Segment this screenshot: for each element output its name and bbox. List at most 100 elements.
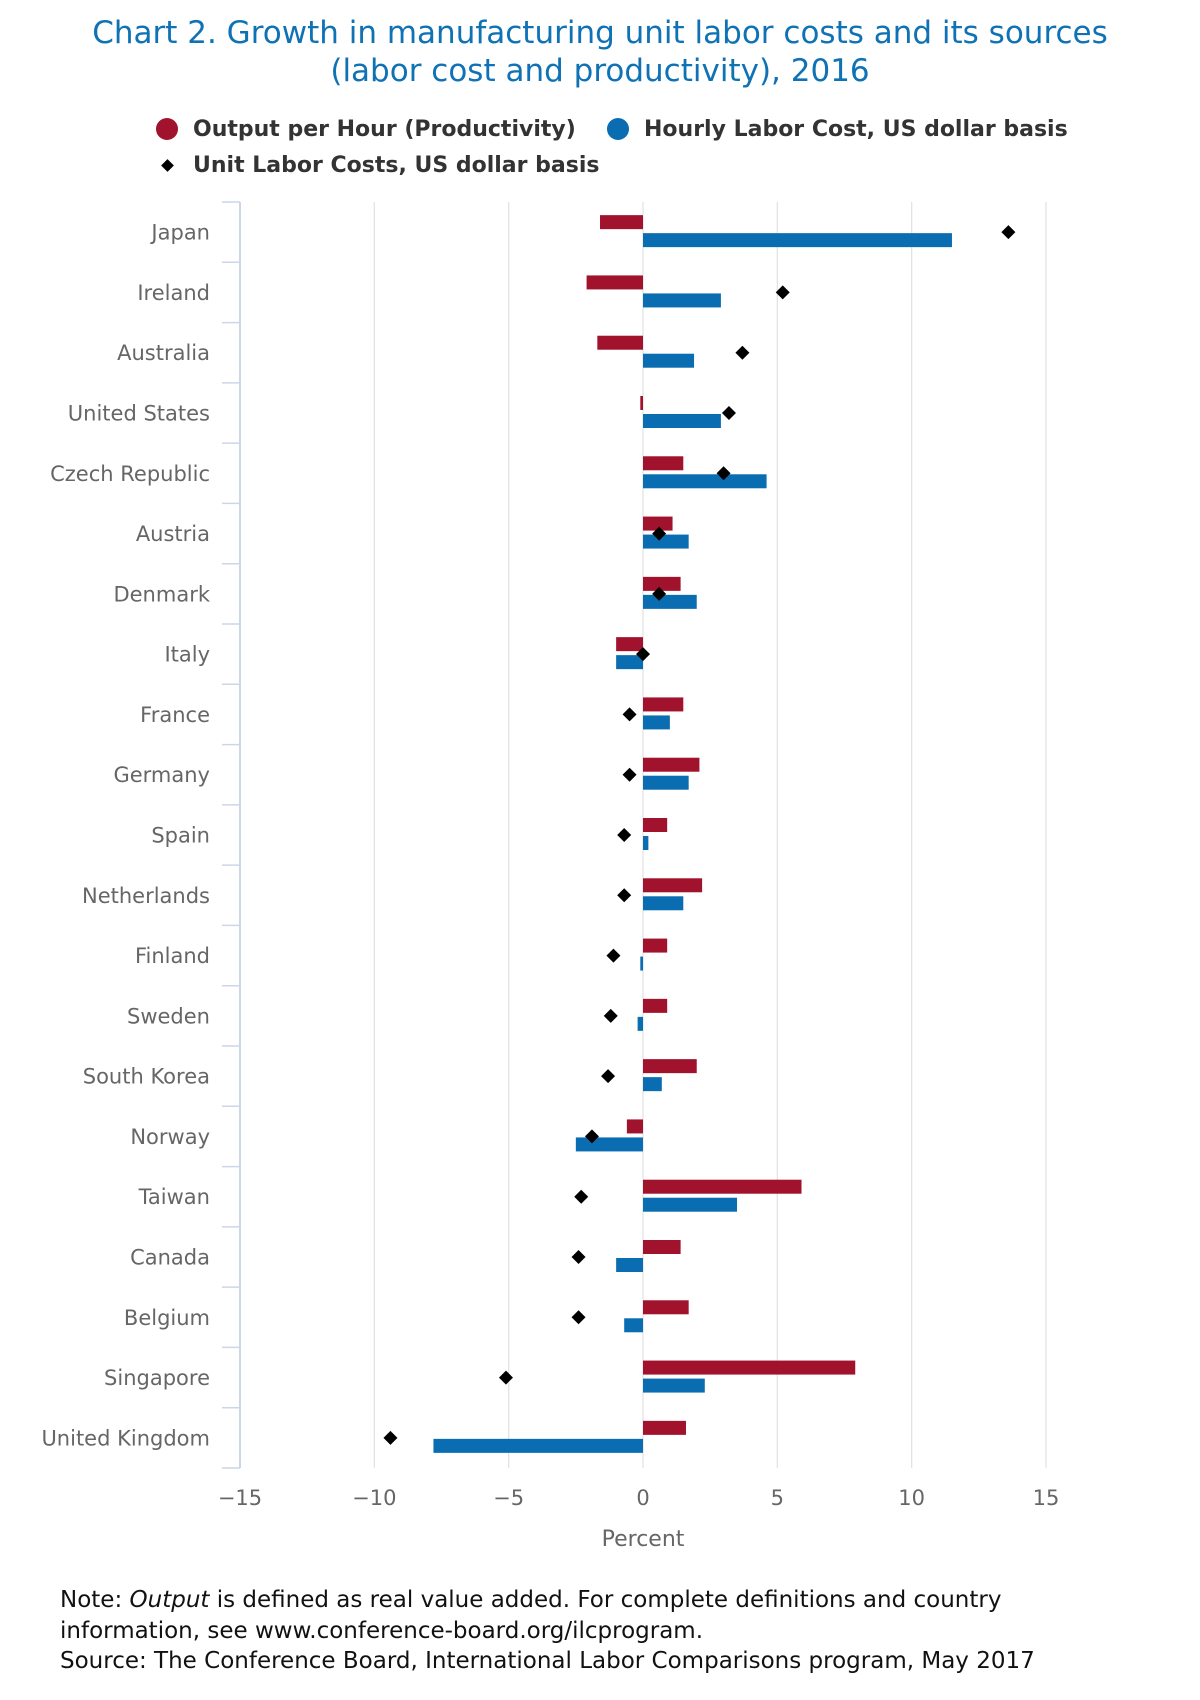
productivity-bar[interactable] <box>643 1300 689 1315</box>
unit-labor-cost-marker[interactable] <box>622 767 637 782</box>
legend-label-hourly-labor-cost: Hourly Labor Cost, US dollar basis <box>644 116 1068 142</box>
productivity-bar[interactable] <box>640 396 643 410</box>
unit-labor-cost-marker[interactable] <box>735 345 750 360</box>
hourly-labor-cost-bar[interactable] <box>575 1137 643 1152</box>
note-line: Note: Output is defined as real value ad… <box>60 1585 1180 1646</box>
note-term: Output <box>129 1587 210 1613</box>
hourly-labor-cost-bar[interactable] <box>643 1378 705 1393</box>
legend-label-productivity: Output per Hour (Productivity) <box>193 116 576 142</box>
productivity-bar[interactable] <box>643 1240 681 1254</box>
category-label-canada: Canada <box>130 1246 210 1270</box>
hourly-labor-cost-bar[interactable] <box>643 715 670 730</box>
unit-labor-cost-marker[interactable] <box>652 526 667 541</box>
unit-labor-cost-marker[interactable] <box>652 586 667 601</box>
category-label-denmark: Denmark <box>113 582 210 606</box>
productivity-bar[interactable] <box>626 1119 643 1134</box>
unit-labor-cost-marker[interactable] <box>775 285 790 300</box>
gridlines <box>373 202 1047 1468</box>
unit-labor-cost-marker[interactable] <box>498 1370 513 1385</box>
unit-labor-cost-marker[interactable] <box>584 1129 599 1144</box>
category-label-taiwan: Taiwan <box>138 1185 210 1209</box>
productivity-bar[interactable] <box>643 697 684 712</box>
hourly-labor-cost-bar[interactable] <box>643 594 697 609</box>
category-label-germany: Germany <box>113 763 210 787</box>
category-label-czech-republic: Czech Republic <box>50 462 210 486</box>
legend-item-productivity[interactable]: Output per Hour (Productivity) <box>156 115 576 143</box>
unit-labor-cost-marker[interactable] <box>601 1069 616 1084</box>
unit-labor-cost-markers <box>383 225 1016 1445</box>
chart-notes: Note: Output is defined as real value ad… <box>60 1585 1180 1677</box>
productivity-bar[interactable] <box>643 1420 686 1435</box>
hourly-labor-cost-bar[interactable] <box>643 1077 662 1092</box>
hourly-labor-cost-bar[interactable] <box>616 1258 643 1272</box>
productivity-bar[interactable] <box>643 818 668 832</box>
productivity-bar[interactable] <box>643 1360 856 1375</box>
productivity-bar[interactable] <box>643 1179 802 1194</box>
unit-labor-cost-marker[interactable] <box>617 888 632 903</box>
source-line: Source: The Conference Board, Internatio… <box>60 1648 1035 1674</box>
unit-labor-cost-marker[interactable] <box>617 828 632 842</box>
hourly-labor-cost-bar[interactable] <box>616 655 643 670</box>
unit-labor-cost-marker[interactable] <box>571 1310 586 1325</box>
unit-labor-cost-marker[interactable] <box>1001 225 1016 240</box>
legend-circle-icon <box>607 118 629 140</box>
productivity-bar[interactable] <box>586 275 643 290</box>
note-text: is defined as real value added. For comp… <box>60 1587 1002 1644</box>
productivity-bar[interactable] <box>616 637 643 652</box>
unit-labor-cost-marker[interactable] <box>622 707 637 722</box>
note-label: Note: <box>60 1587 123 1613</box>
bars <box>433 215 952 1453</box>
productivity-bar[interactable] <box>643 456 684 471</box>
hourly-labor-cost-bar[interactable] <box>643 1197 738 1212</box>
legend-item-hourly-labor-cost[interactable]: Hourly Labor Cost, US dollar basis <box>607 115 1068 143</box>
hourly-labor-cost-bar[interactable] <box>624 1318 643 1333</box>
hourly-labor-cost-bar[interactable] <box>433 1438 643 1453</box>
hourly-labor-cost-bar[interactable] <box>643 353 695 368</box>
chart-title: Chart 2. Growth in manufacturing unit la… <box>92 15 1108 89</box>
unit-labor-cost-marker[interactable] <box>383 1430 398 1445</box>
unit-labor-cost-marker[interactable] <box>606 948 621 963</box>
unit-labor-cost-marker[interactable] <box>721 406 736 420</box>
hourly-labor-cost-bar[interactable] <box>637 1016 643 1031</box>
unit-labor-cost-marker[interactable] <box>603 1008 618 1023</box>
hourly-labor-cost-bar[interactable] <box>643 836 649 850</box>
category-label-italy: Italy <box>164 643 210 667</box>
legend-circle-icon <box>156 118 178 140</box>
productivity-bar[interactable] <box>597 335 643 350</box>
unit-labor-cost-marker[interactable] <box>574 1189 589 1204</box>
legend-diamond-icon <box>156 154 178 176</box>
productivity-bar[interactable] <box>643 757 700 772</box>
x-tick-label: 10 <box>898 1486 925 1510</box>
legend-item-unit-labor-costs[interactable]: Unit Labor Costs, US dollar basis <box>156 151 599 179</box>
hourly-labor-cost-bar[interactable] <box>643 233 952 248</box>
category-label-france: France <box>140 703 210 727</box>
unit-labor-cost-marker[interactable] <box>571 1250 586 1264</box>
productivity-bar[interactable] <box>600 215 643 230</box>
hourly-labor-cost-bar[interactable] <box>643 474 767 489</box>
x-tick-label: −10 <box>352 1486 396 1510</box>
hourly-labor-cost-bar[interactable] <box>643 414 721 428</box>
productivity-bar[interactable] <box>643 516 673 531</box>
hourly-labor-cost-bar[interactable] <box>643 293 721 308</box>
productivity-bar[interactable] <box>643 1059 697 1074</box>
x-tick-label: −5 <box>493 1486 524 1510</box>
hourly-labor-cost-bar[interactable] <box>640 956 643 971</box>
hourly-labor-cost-bar[interactable] <box>643 775 689 790</box>
productivity-bar[interactable] <box>643 938 668 953</box>
productivity-bar[interactable] <box>643 576 681 591</box>
unit-labor-cost-marker[interactable] <box>636 647 650 662</box>
category-label-belgium: Belgium <box>124 1306 210 1330</box>
category-label-norway: Norway <box>130 1125 210 1149</box>
x-axis-title: Percent <box>602 1527 685 1552</box>
category-label-ireland: Ireland <box>137 281 210 305</box>
category-label-south-korea: South Korea <box>83 1065 210 1089</box>
productivity-bar[interactable] <box>643 998 668 1013</box>
productivity-bar[interactable] <box>643 878 703 893</box>
hourly-labor-cost-bar[interactable] <box>643 534 689 549</box>
unit-labor-cost-marker[interactable] <box>716 466 731 481</box>
x-tick-label: 0 <box>636 1486 649 1510</box>
hourly-labor-cost-bar[interactable] <box>643 896 684 911</box>
category-label-sweden: Sweden <box>127 1004 210 1028</box>
category-label-netherlands: Netherlands <box>82 884 210 908</box>
